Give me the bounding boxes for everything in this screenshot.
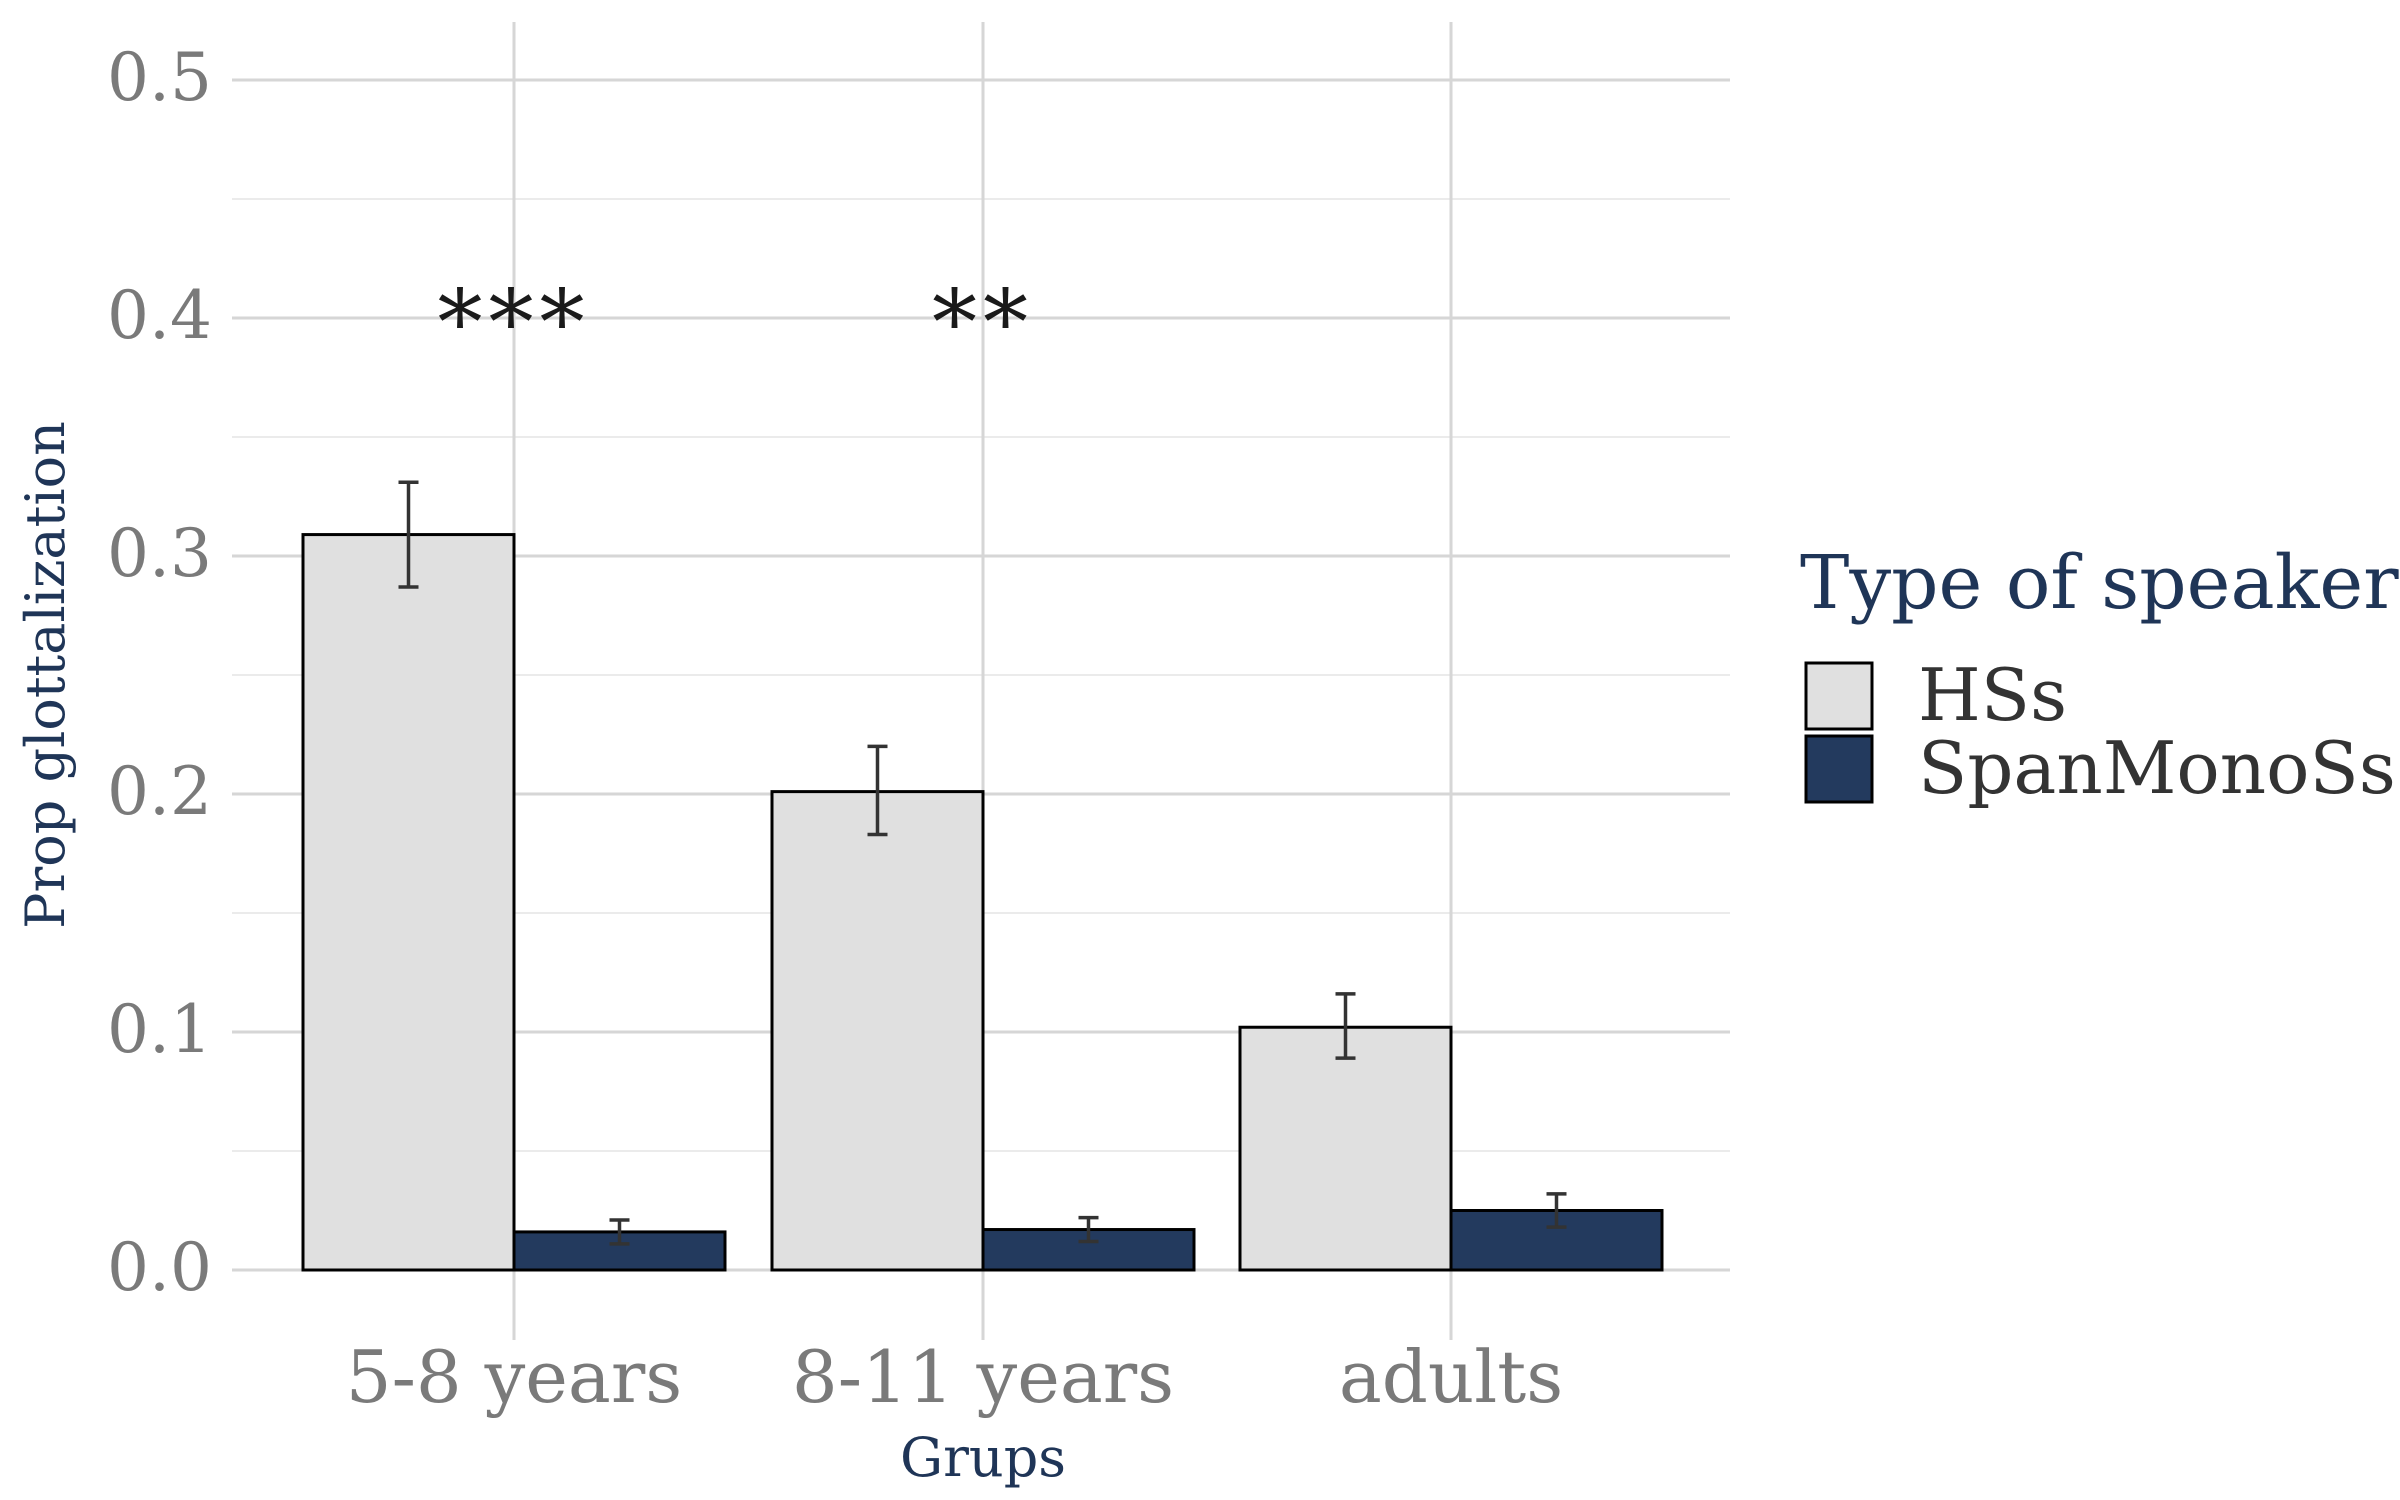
legend-title: Type of speaker — [1800, 540, 2399, 626]
x-tick-label: adults — [1339, 1335, 1563, 1419]
x-tick-label: 8-11 years — [792, 1335, 1174, 1419]
x-axis-ticks: 5-8 years 8-11 years adults — [346, 1335, 1563, 1419]
legend-item: SpanMonoSs — [1804, 726, 2396, 810]
legend-swatch — [1804, 734, 1874, 804]
y-axis-title: Prop glottalization — [14, 421, 77, 929]
bar-hss — [770, 790, 985, 1272]
y-tick-label: 0.3 — [107, 515, 212, 592]
y-axis-ticks: 0.0 0.1 0.2 0.3 0.4 0.5 — [107, 39, 212, 1306]
significance-annotation: ** — [932, 271, 1034, 376]
error-bar — [1335, 992, 1356, 1060]
legend-label: SpanMonoSs — [1918, 726, 2396, 810]
annotations: *** ** — [438, 271, 1034, 376]
legend-label: HSs — [1918, 653, 2067, 737]
legend-swatch — [1804, 661, 1874, 731]
error-bar — [867, 744, 888, 837]
y-tick-label: 0.4 — [107, 277, 212, 354]
bar-hss — [301, 533, 516, 1272]
significance-annotation: *** — [438, 271, 591, 376]
error-bar — [398, 480, 419, 589]
x-tick-label: 5-8 years — [346, 1335, 682, 1419]
y-tick-label: 0.5 — [107, 39, 212, 116]
y-tick-label: 0.2 — [107, 753, 212, 830]
error-bar — [1078, 1215, 1099, 1244]
y-tick-label: 0.1 — [107, 991, 212, 1068]
error-bar — [609, 1218, 630, 1246]
legend-item: HSs — [1804, 653, 2067, 737]
error-bars — [398, 480, 1567, 1246]
bars — [301, 533, 1664, 1272]
error-bar — [1546, 1192, 1567, 1229]
y-tick-label: 0.0 — [107, 1229, 212, 1306]
bar-hss — [1238, 1025, 1453, 1272]
x-axis-title: Grups — [900, 1426, 1066, 1489]
